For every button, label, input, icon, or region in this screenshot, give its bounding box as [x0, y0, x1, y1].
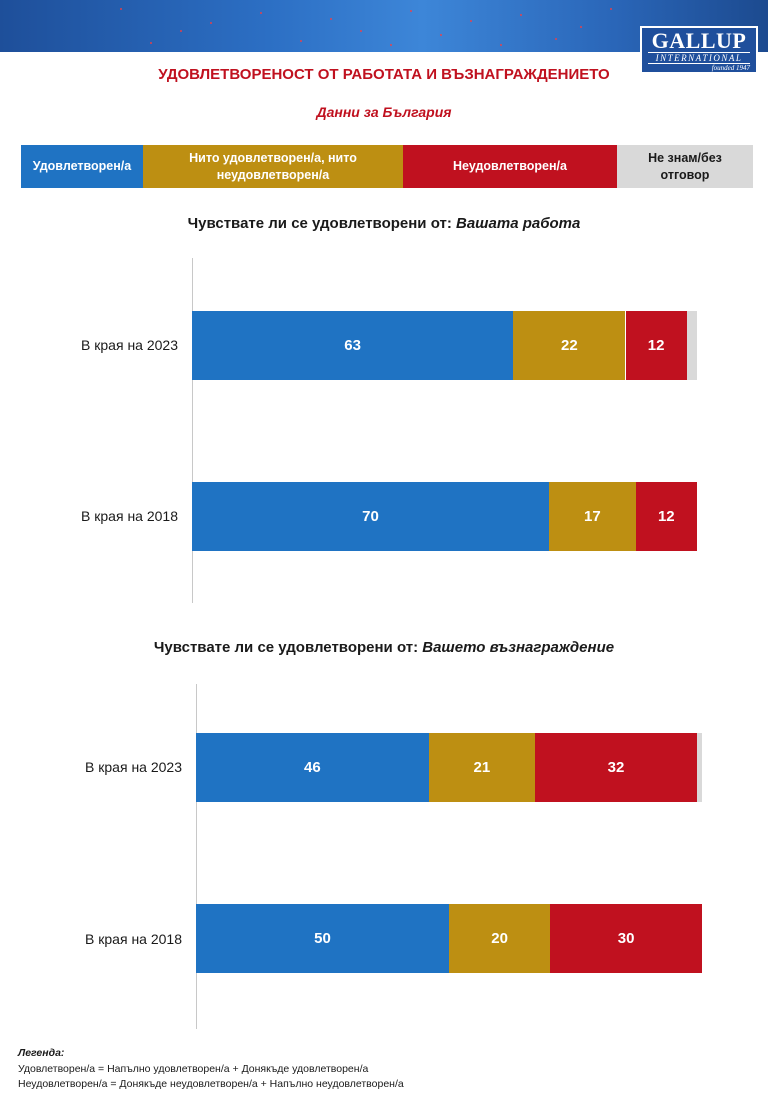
logo-main: GALLUP [651, 28, 747, 53]
gallup-logo: GALLUP INTERNATIONAL founded 1947 [640, 26, 758, 74]
chart-1-title-emph: Вашата работа [456, 215, 581, 232]
page-title: УДОВЛЕТВОРЕНОСТ ОТ РАБОТАТА И ВЪЗНАГРАЖД… [158, 66, 610, 83]
chart-2-title-emph: Вашето възнаграждение [422, 639, 615, 656]
bar-value-label: 21 [473, 759, 491, 776]
logo-sub: INTERNATIONAL [648, 52, 750, 64]
bar-segment-dissatisfied: 12 [635, 482, 697, 551]
footnote-heading: Легенда: [18, 1047, 65, 1059]
bar-segment-satisfied: 63 [192, 311, 514, 380]
footnote-line-2: Неудовлетворен/а = Донякъде неудовлетвор… [18, 1078, 404, 1090]
logo-founded: founded 1947 [711, 64, 750, 72]
legend-dissatisfied-label: Неудовлетворен/а [453, 159, 567, 173]
map-dot [120, 8, 122, 10]
chart-2-axis [196, 684, 197, 1029]
legend-satisfied-label: Удовлетворен/а [32, 159, 132, 173]
chart-1-row-label: В края на 2018 [81, 508, 178, 524]
map-dot [390, 44, 392, 46]
map-dot [500, 44, 502, 46]
legend-neutral-label: Нито удовлетворен/а, нито неудовлетворен… [189, 150, 357, 182]
legend-dissatisfied: Неудовлетворен/а [403, 145, 617, 188]
bar-value-label: 22 [561, 337, 578, 354]
map-dot [555, 38, 557, 40]
chart-1-axis [192, 258, 193, 603]
chart-2-title-prefix: Чувствате ли се удовлетворени от: [153, 639, 419, 656]
map-dot [150, 42, 152, 44]
bar-segment-dont_know [696, 733, 702, 802]
bar-segment-dont_know [686, 311, 697, 380]
map-dot [330, 18, 332, 20]
chart-2-row-label: В края на 2018 [85, 931, 182, 947]
bar-segment-dissatisfied: 32 [535, 733, 697, 802]
bar-segment-neutral: 21 [428, 733, 535, 802]
bar-segment-neutral: 17 [549, 482, 636, 551]
map-dot [260, 12, 262, 14]
map-dot [180, 30, 182, 32]
chart-2-title: Чувствате ли се удовлетворени от: Вашето… [0, 639, 768, 656]
bar-segment-dissatisfied: 12 [625, 311, 687, 380]
bar-value-label: 30 [617, 930, 635, 947]
map-dot [440, 34, 442, 36]
map-dot [410, 10, 412, 12]
legend-neutral: Нито удовлетворен/а, нито неудовлетворен… [143, 145, 403, 188]
map-dot [610, 8, 612, 10]
map-dot [470, 20, 472, 22]
bar-value-label: 63 [344, 337, 361, 354]
chart-1-title: Чувствате ли се удовлетворени от: Вашата… [0, 215, 768, 232]
legend-satisfied: Удовлетворен/а [21, 145, 143, 188]
bar-value-label: 32 [607, 759, 625, 776]
bar-value-label: 12 [647, 337, 665, 354]
footnote-line-1: Удовлетворен/а = Напълно удовлетворен/а … [18, 1063, 369, 1075]
page-subtitle: Данни за България [316, 104, 452, 120]
bar-value-label: 17 [584, 508, 601, 525]
map-dot [580, 26, 582, 28]
bar-segment-satisfied: 70 [192, 482, 549, 551]
bar-value-label: 20 [491, 930, 508, 947]
map-dot [300, 40, 302, 42]
chart-1-title-prefix: Чувствате ли се удовлетворени от: [187, 215, 452, 232]
chart-2-row-label: В края на 2023 [85, 759, 182, 775]
map-dot [360, 30, 362, 32]
chart-1-row-label: В края на 2023 [81, 337, 178, 353]
legend-dont-know: Не знам/без отговор [617, 145, 753, 188]
bar-value-label: 70 [362, 508, 379, 525]
bar-value-label: 46 [304, 759, 321, 776]
bar-value-label: 50 [314, 930, 331, 947]
bar-segment-satisfied: 46 [196, 733, 429, 802]
bar-segment-satisfied: 50 [196, 904, 449, 973]
legend-dont-know-label: Не знам/без отговор [648, 150, 722, 182]
bar-segment-dissatisfied: 30 [550, 904, 702, 973]
map-dot [210, 22, 212, 24]
bar-segment-neutral: 20 [449, 904, 551, 973]
map-dot [520, 14, 522, 16]
bar-value-label: 12 [657, 508, 675, 525]
bar-segment-neutral: 22 [513, 311, 626, 380]
